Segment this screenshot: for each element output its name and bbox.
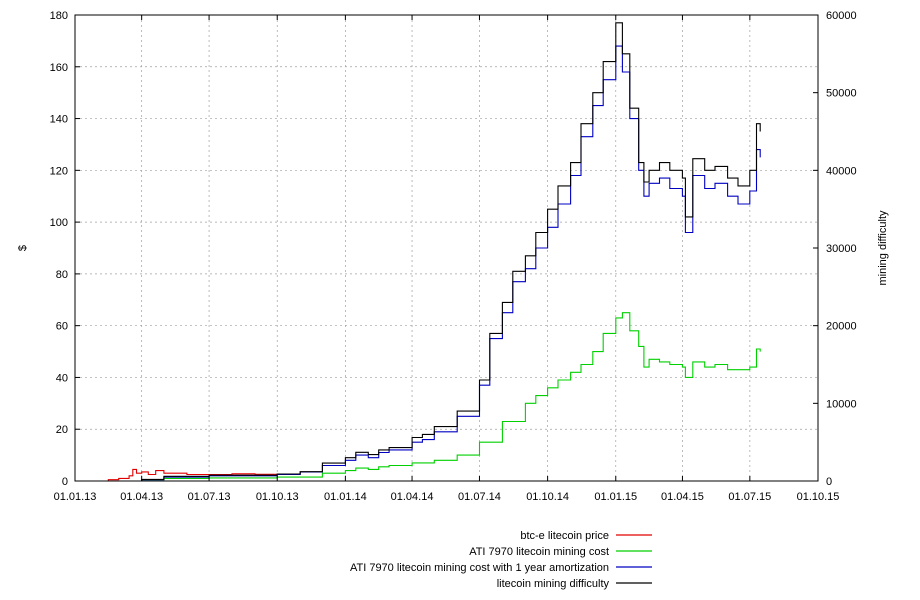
grid: [75, 15, 818, 481]
y-left-axis-label: $: [17, 245, 29, 251]
y-right-tick-label: 20000: [826, 321, 857, 333]
y-right-tick-label: 50000: [826, 88, 857, 100]
y-right-axis-label: mining difficulty: [877, 210, 889, 285]
y-left-tick-label: 0: [62, 476, 68, 488]
y-right-tick-label: 60000: [826, 10, 857, 22]
x-axis: 01.01.13 01.04.13 01.07.13 01.10.13 01.01.14…: [54, 15, 840, 503]
plot-frame: [74, 14, 819, 482]
y-left-axis: 0 20 40 60 80 100 120 140 160 180: [50, 10, 80, 488]
x-tick-label: 01.01.14: [324, 491, 367, 503]
legend-label: btc-e litecoin price: [520, 530, 609, 542]
x-tick-label: 01.10.13: [256, 491, 299, 503]
y-left-tick-label: 160: [50, 62, 68, 74]
legend-label: ATI 7970 litecoin mining cost with 1 yea…: [350, 562, 609, 574]
y-left-tick-label: 60: [56, 321, 68, 333]
x-tick-label: 01.01.15: [594, 491, 637, 503]
y-right-tick-label: 40000: [826, 165, 857, 177]
y-right-axis: 0 10000 20000 30000 40000 50000 60000: [813, 10, 857, 488]
y-right-tick-label: 30000: [826, 243, 857, 255]
x-tick-label: 01.07.14: [458, 491, 501, 503]
y-right-tick-label: 10000: [826, 398, 857, 410]
y-left-tick-label: 100: [50, 217, 68, 229]
y-left-tick-label: 40: [56, 372, 68, 384]
series-line-3: [75, 45, 761, 482]
x-tick-label: 01.04.13: [120, 491, 163, 503]
series-line-1: [75, 468, 278, 482]
x-tick-label: 01.07.13: [188, 491, 231, 503]
x-tick-label: 01.04.14: [391, 491, 434, 503]
x-tick-label: 01.04.15: [661, 491, 704, 503]
legend: btc-e litecoin price ATI 7970 litecoin mi…: [350, 530, 652, 590]
series-line-4: [75, 22, 761, 482]
x-tick-label: 01.07.15: [728, 491, 771, 503]
x-tick-label: 01.10.14: [526, 491, 569, 503]
y-left-tick-label: 80: [56, 269, 68, 281]
legend-label: ATI 7970 litecoin mining cost: [469, 546, 609, 558]
y-left-tick-label: 120: [50, 165, 68, 177]
x-tick-label: 01.01.13: [54, 491, 97, 503]
y-left-tick-label: 180: [50, 10, 68, 22]
series-line-2: [75, 312, 761, 482]
legend-label: litecoin mining difficulty: [497, 578, 610, 590]
x-tick-label: 01.10.15: [797, 491, 840, 503]
series-group: [75, 22, 761, 482]
y-left-tick-label: 140: [50, 114, 68, 126]
y-right-tick-label: 0: [826, 476, 832, 488]
y-left-tick-label: 20: [56, 424, 68, 436]
